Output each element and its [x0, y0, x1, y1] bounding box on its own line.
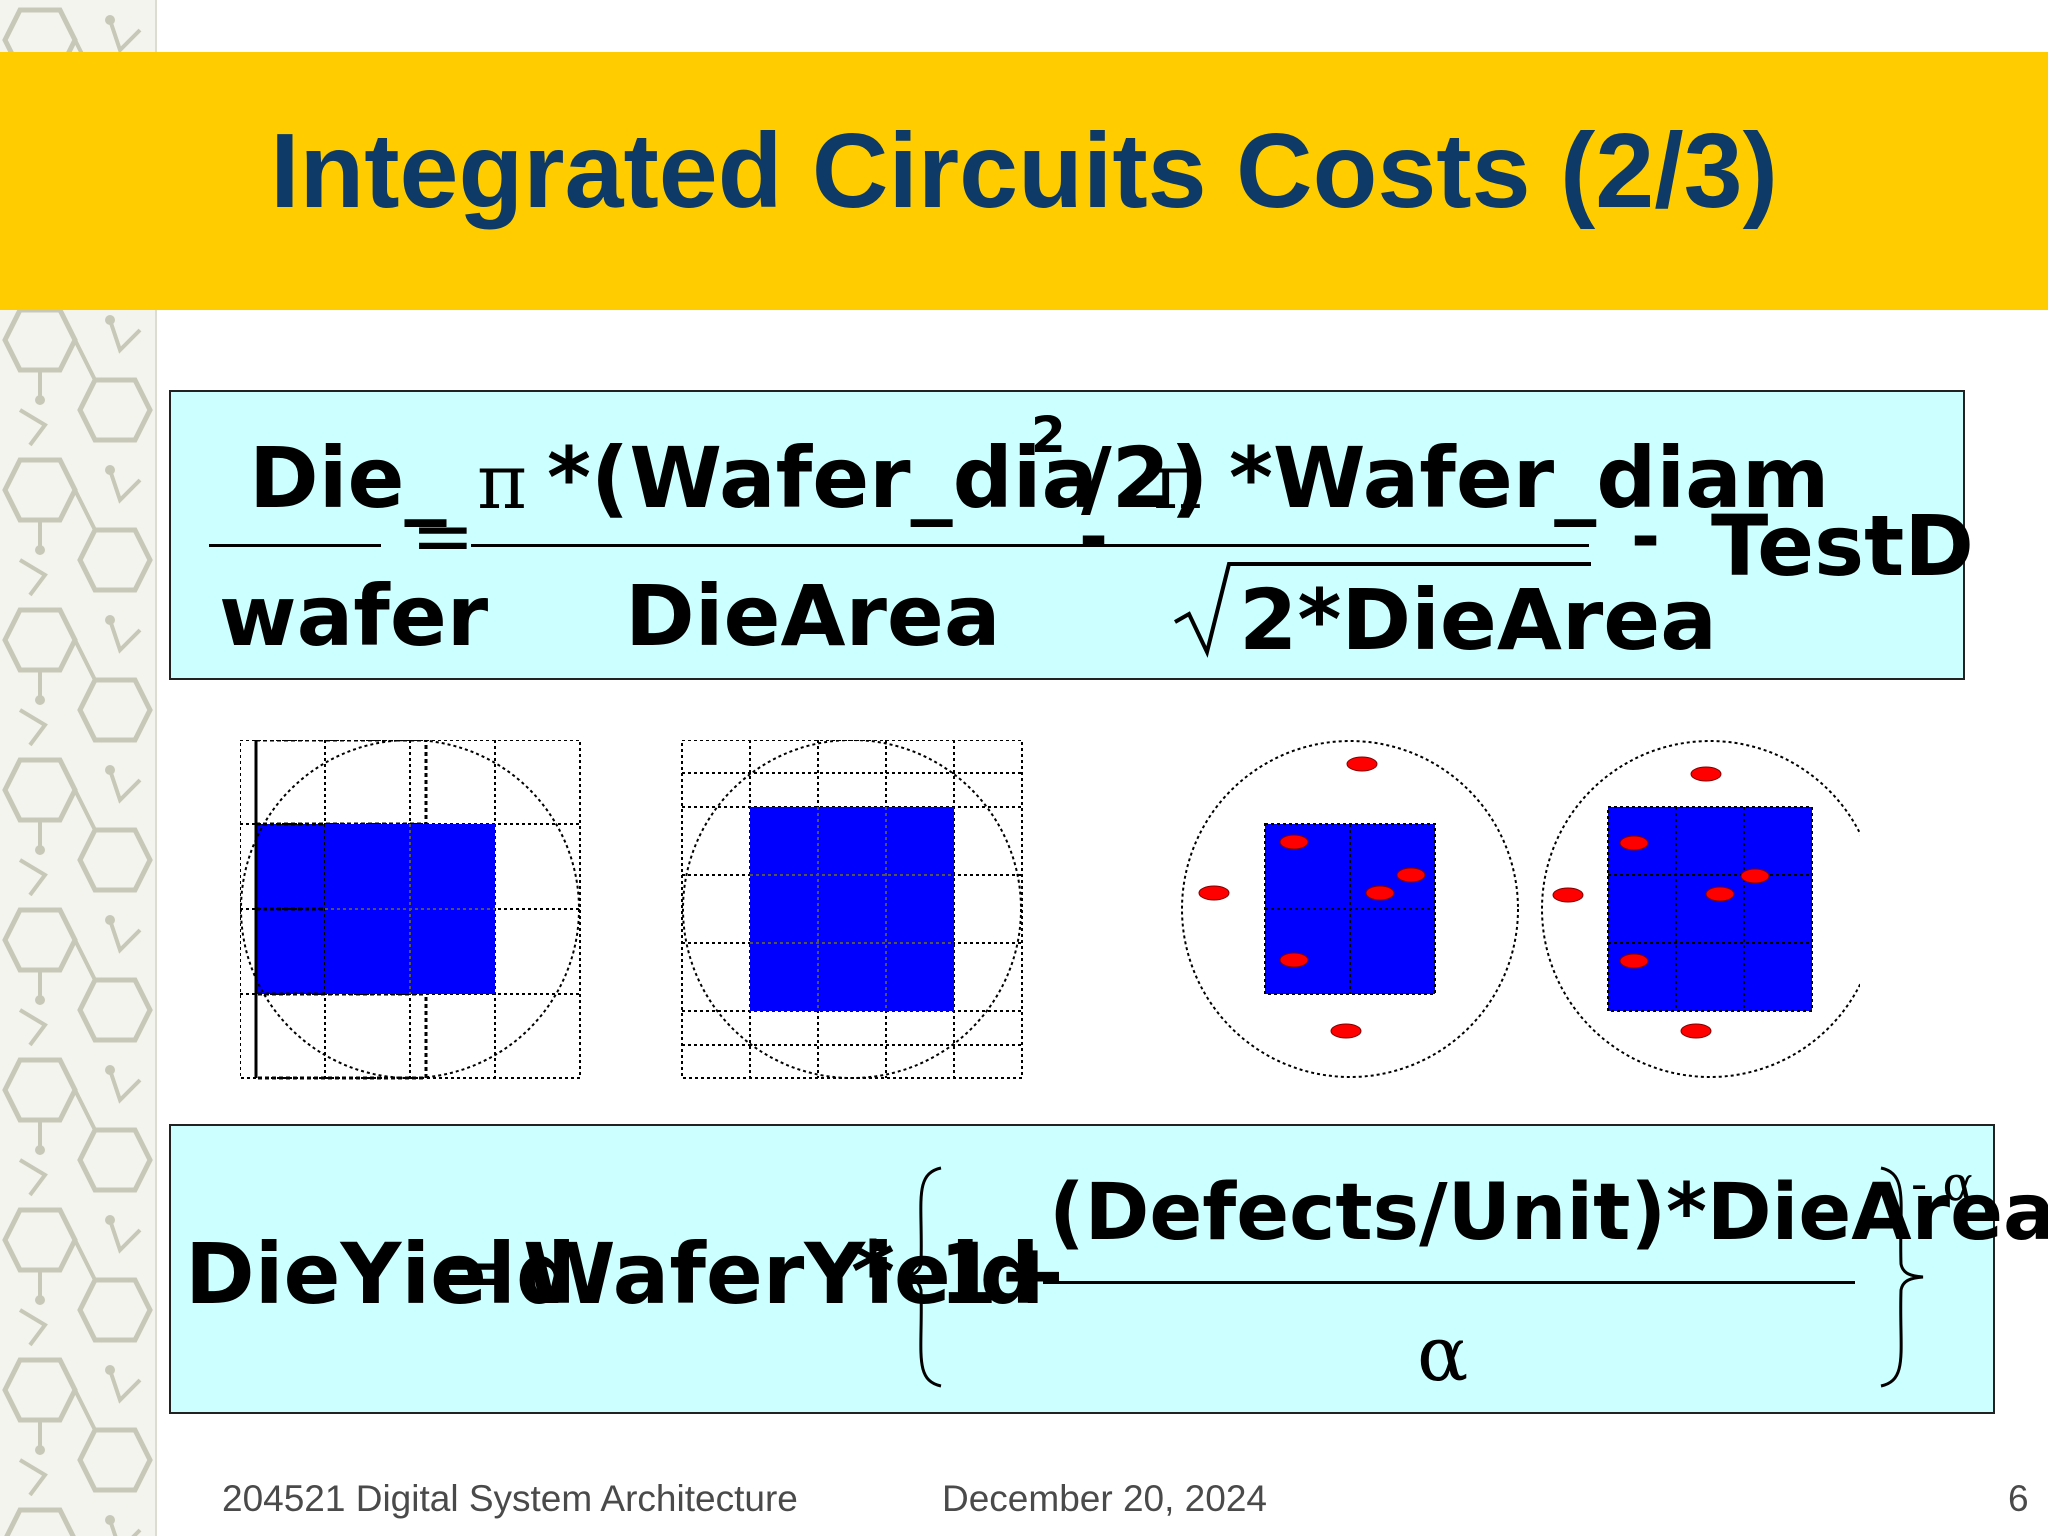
lhs-fraction-bar — [209, 544, 381, 547]
wafer-defects-large-dies — [1181, 740, 1519, 1078]
wafer-yield-label: WaferYield — [523, 1225, 1040, 1323]
alpha-denominator: α — [1417, 1309, 1469, 1398]
exponent-alpha: - α — [1911, 1156, 1975, 1212]
footer-date: December 20, 2024 — [942, 1478, 1267, 1519]
one-plus: 1+ — [939, 1225, 1068, 1323]
test-dies-term: TestD — [1711, 497, 1974, 595]
lhs-numerator: Die_ — [249, 429, 447, 527]
die-yield-label: DieYield — [185, 1225, 577, 1323]
wafer-diagrams — [240, 740, 1860, 1080]
lhs-denominator: wafer — [219, 567, 489, 665]
multiply-sign: * — [851, 1223, 895, 1321]
minus-sign-1: - — [1079, 496, 1109, 578]
minus-sign-2: - — [1631, 496, 1661, 578]
wafer-defects-small-dies — [1541, 740, 1860, 1078]
term2-numerator: *Wafer_diam — [1229, 429, 1830, 527]
left-brace-icon — [898, 1166, 942, 1388]
square-root-icon — [1174, 562, 1591, 658]
yield-fraction-bar — [1043, 1281, 1855, 1284]
term2-fraction-bar — [1147, 544, 1589, 547]
term1-fraction-bar — [471, 544, 1191, 547]
equals-sign: = — [411, 491, 475, 580]
pi-symbol: π — [477, 437, 527, 526]
slide-title: Integrated Circuits Costs (2/3) — [270, 112, 1778, 230]
dies-per-wafer-formula: Die_ wafer = π *(Wafer_dia /2) 2 DieArea… — [169, 390, 1974, 680]
yield-numerator: (Defects/Unit)*DieArea — [1049, 1168, 2048, 1258]
title-band — [0, 52, 2048, 310]
term1-numerator: *(Wafer_dia — [547, 429, 1099, 527]
footer-page-number: 6 — [2008, 1478, 2029, 1519]
term2-denominator: 2*DieArea — [1239, 571, 1717, 669]
term1-denominator: DieArea — [625, 567, 1001, 665]
footer-course: 204521 Digital System Architecture — [222, 1478, 798, 1519]
die-yield-formula: DieYield = WaferYield * 1+ (Defects/Unit… — [169, 1124, 2048, 1414]
wafer-grid-large-dies — [240, 740, 581, 1080]
wafer-grid-small-dies — [681, 740, 1023, 1079]
term1-divisor: /2) — [1081, 429, 1209, 527]
term1-exponent: 2 — [1031, 406, 1066, 464]
pi-symbol-2: π — [1153, 437, 1203, 526]
right-brace-icon — [1880, 1166, 1924, 1388]
equals-sign: = — [439, 1227, 503, 1316]
